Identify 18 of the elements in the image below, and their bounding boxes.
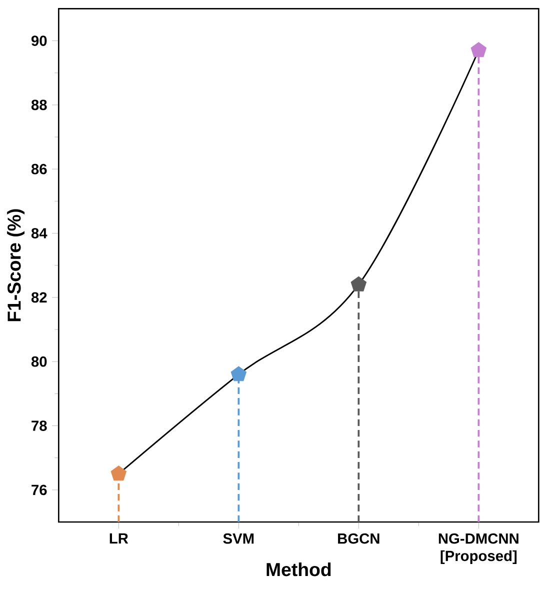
point bbox=[230, 366, 247, 382]
point bbox=[110, 466, 127, 481]
y-tick-label: 82 bbox=[31, 292, 47, 303]
y-tick-label: 78 bbox=[32, 420, 47, 431]
x-tick-label: LR bbox=[110, 533, 128, 544]
x-axis-title: Method bbox=[266, 562, 331, 576]
y-tick-label: 88 bbox=[31, 100, 47, 110]
x-tick-label: NG-DMCNN [Proposed] bbox=[438, 533, 518, 564]
point bbox=[350, 276, 367, 292]
y-tick-label: 76 bbox=[32, 484, 47, 496]
y-tick-label: 90 bbox=[31, 36, 47, 46]
y-axis-title: F1-Score (%) bbox=[7, 209, 24, 322]
y-tick-label: 84 bbox=[31, 228, 48, 238]
y-tick-label: 86 bbox=[31, 164, 47, 174]
x-tick-label: SVM bbox=[223, 533, 254, 544]
point bbox=[470, 42, 487, 58]
x-tick-label: BGCN bbox=[338, 533, 380, 544]
y-tick-label: 80 bbox=[31, 356, 47, 367]
